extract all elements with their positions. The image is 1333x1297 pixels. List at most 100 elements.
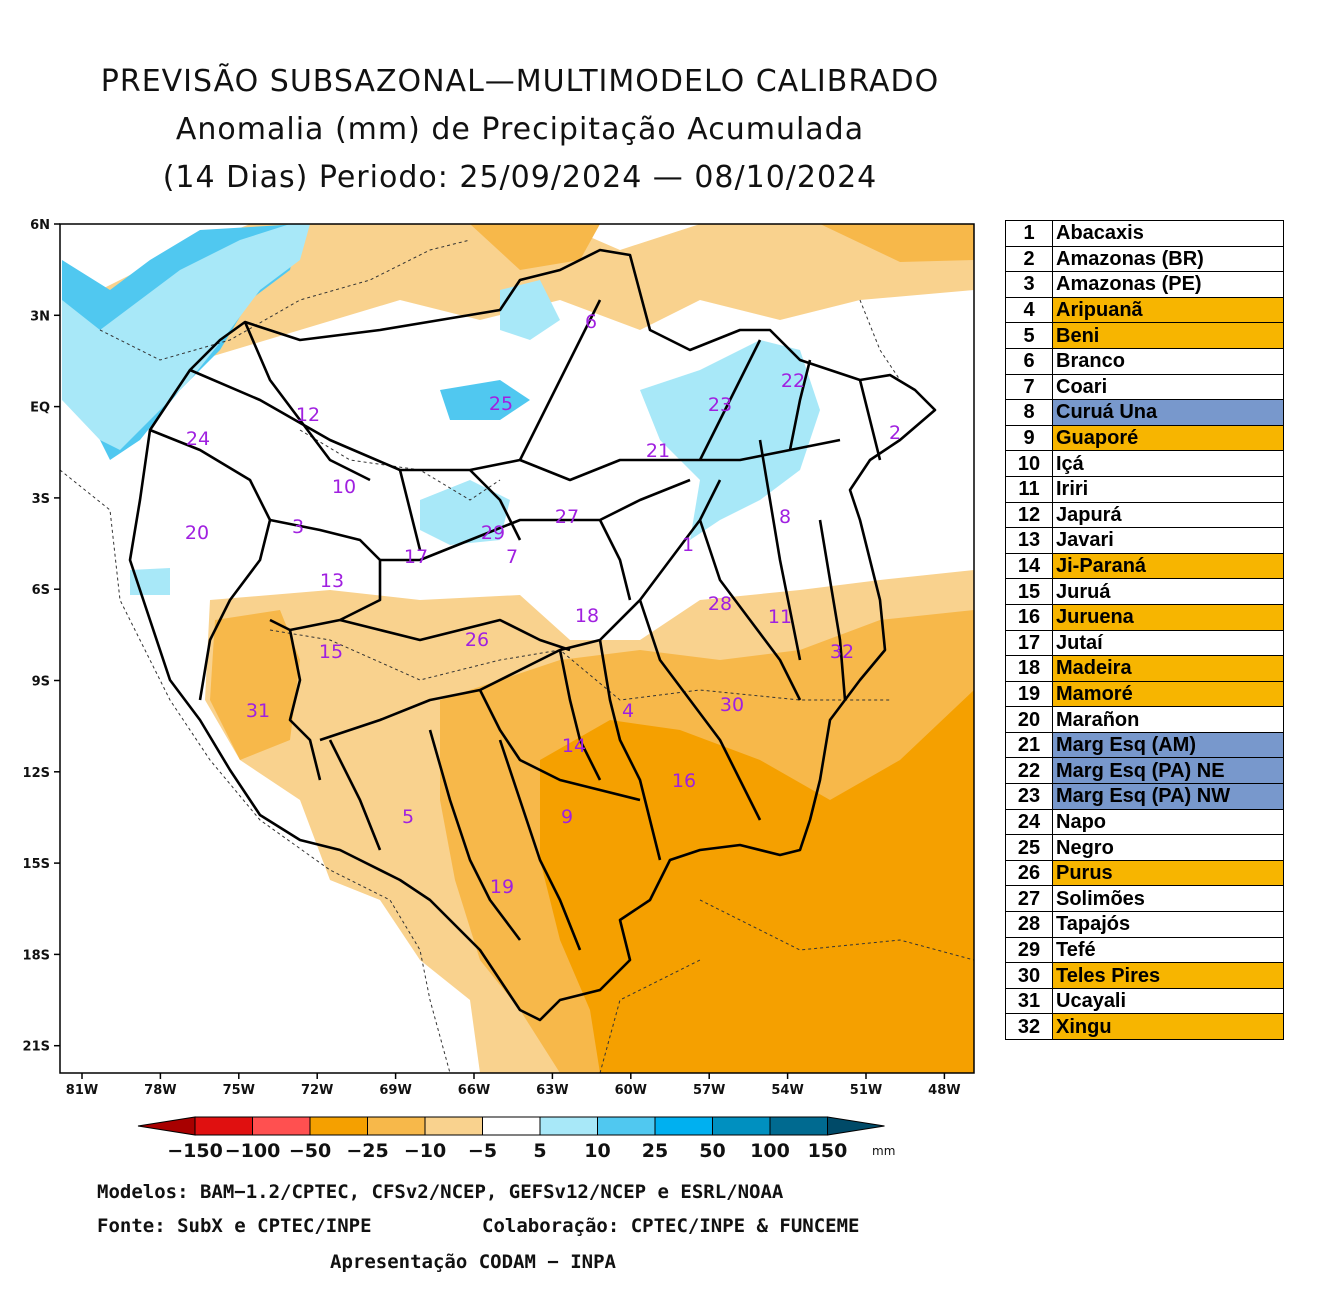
legend-row: 2 Amazonas (BR) (1005, 245, 1284, 273)
lon-label: 81W (66, 1083, 98, 1098)
legend-number: 4 (1005, 296, 1053, 324)
basin-label-8: 8 (779, 506, 791, 528)
colorbar-segment (194, 1116, 253, 1136)
legend-number: 31 (1005, 987, 1053, 1015)
legend-row: 21 Marg Esq (AM) (1005, 731, 1284, 759)
legend-number: 22 (1005, 757, 1053, 785)
legend-basin-name: Juruena (1052, 603, 1284, 631)
footer-source: Fonte: SubX e CPTEC/INPE (97, 1215, 372, 1237)
legend-row: 9 Guaporé (1005, 424, 1284, 452)
lat-label: EQ (30, 401, 50, 416)
footer-collab: Colaboração: CPTEC/INPE & FUNCEME (482, 1215, 860, 1237)
legend-row: 5 Beni (1005, 322, 1284, 349)
legend-basin-name: Coari (1052, 373, 1284, 401)
legend-number: 21 (1005, 731, 1053, 759)
legend-basin-name: Iriri (1052, 475, 1284, 503)
legend-row: 3 Amazonas (PE) (1005, 271, 1284, 298)
legend-basin-name: Purus (1052, 859, 1284, 887)
lat-label: 21S (23, 1040, 50, 1055)
legend-number: 12 (1005, 501, 1053, 529)
anomaly-blue-negro (440, 380, 530, 420)
legend-row: 24 Napo (1005, 808, 1284, 836)
basin-label-7: 7 (506, 546, 518, 568)
lon-label: 78W (144, 1083, 176, 1098)
colorbar-label: −25 (346, 1140, 388, 1162)
lon-label: 60W (615, 1083, 647, 1098)
basin-label-19: 19 (490, 876, 514, 898)
legend-basin-name: Marg Esq (PA) NW (1052, 783, 1284, 810)
anomaly-blue-tefe (420, 480, 510, 545)
basin-label-14: 14 (562, 735, 586, 757)
basin-label-13: 13 (320, 570, 344, 592)
legend-basin-name: Jutaí (1052, 629, 1284, 657)
basin-label-26: 26 (465, 629, 489, 651)
lat-label: 9S (32, 675, 50, 690)
legend-number: 32 (1005, 1013, 1053, 1040)
basin-label-21: 21 (646, 440, 670, 462)
outline-outer (128, 248, 937, 1022)
legend-number: 29 (1005, 936, 1053, 964)
legend-basin-name: Japurá (1052, 501, 1284, 529)
colorbar-segment (654, 1116, 713, 1136)
legend-number: 25 (1005, 834, 1053, 861)
anomaly-light-orange-north-3 (820, 224, 974, 262)
legend-row: 13 Javari (1005, 527, 1284, 554)
lat-label: 3N (30, 309, 50, 324)
legend-number: 3 (1005, 271, 1053, 298)
legend-row: 18 Madeira (1005, 655, 1284, 682)
precipitation-anomaly-map: 6N 3N EQ 3S 6S 9S 12S 15S 18S 21S 81W 78W 75W 72W 69W… (23, 218, 975, 1162)
colorbar-label: −10 (404, 1140, 446, 1162)
legend-row: 19 Mamoré (1005, 680, 1284, 708)
legend-basin-name: Branco (1052, 347, 1284, 375)
legend-number: 24 (1005, 808, 1053, 836)
basin-label-30: 30 (720, 694, 744, 716)
legend-basin-name: Içá (1052, 450, 1284, 477)
colorbar-segment (597, 1116, 656, 1136)
basin-label-3: 3 (292, 516, 304, 538)
lat-label: 6N (30, 218, 50, 233)
anomaly-deep-orange-south (540, 690, 974, 1073)
legend-row: 26 Purus (1005, 859, 1284, 887)
lon-label: 48W (928, 1083, 960, 1098)
lon-label: 54W (771, 1083, 803, 1098)
legend-basin-name: Madeira (1052, 655, 1284, 682)
basin-label-12: 12 (296, 404, 320, 426)
legend-basin-name: Solimões (1052, 885, 1284, 913)
legend-row: 22 Marg Esq (PA) NE (1005, 757, 1284, 785)
legend-basin-name: Teles Pires (1052, 962, 1284, 989)
legend-number: 18 (1005, 655, 1053, 682)
legend-number: 5 (1005, 322, 1053, 349)
legend-row: 25 Negro (1005, 834, 1284, 861)
legend-row: 4 Aripuanã (1005, 296, 1284, 324)
anomaly-light-blue-northwest (62, 224, 310, 450)
colorbar-label: −150 (167, 1140, 223, 1162)
basin-label-17: 17 (404, 546, 428, 568)
legend-basin-name: Marañon (1052, 706, 1284, 733)
lat-label: 6S (32, 583, 50, 598)
lon-label: 63W (536, 1083, 568, 1098)
legend-basin-name: Amazonas (BR) (1052, 245, 1284, 273)
legend-number: 6 (1005, 347, 1053, 375)
colorbar-segment (367, 1116, 426, 1136)
latitude-axis: 6N 3N EQ 3S 6S 9S 12S 15S 18S 21S (23, 218, 60, 1055)
legend-row: 11 Iriri (1005, 475, 1284, 503)
title-line-3: (14 Dias) Periodo: 25/09/2024 — 08/10/20… (162, 160, 878, 195)
basin-label-10: 10 (332, 476, 356, 498)
basin-label-9: 9 (561, 806, 573, 828)
legend-number: 16 (1005, 603, 1053, 631)
legend-row: 29 Tefé (1005, 936, 1284, 964)
legend-row: 7 Coari (1005, 373, 1284, 401)
basin-label-5: 5 (402, 806, 414, 828)
legend-number: 10 (1005, 450, 1053, 477)
legend-row: 6 Branco (1005, 347, 1284, 375)
basin-label-22: 22 (781, 370, 805, 392)
legend-row: 28 Tapajós (1005, 911, 1284, 938)
colorbar-segment (769, 1116, 828, 1136)
legend-row: 1 Abacaxis (1005, 220, 1284, 247)
colorbar-label: −100 (225, 1140, 281, 1162)
legend-basin-name: Ji-Paraná (1052, 552, 1284, 580)
legend-number: 27 (1005, 885, 1053, 913)
legend-row: 30 Teles Pires (1005, 962, 1284, 989)
basin-label-1: 1 (682, 534, 694, 556)
legend-basin-name: Xingu (1052, 1013, 1284, 1040)
